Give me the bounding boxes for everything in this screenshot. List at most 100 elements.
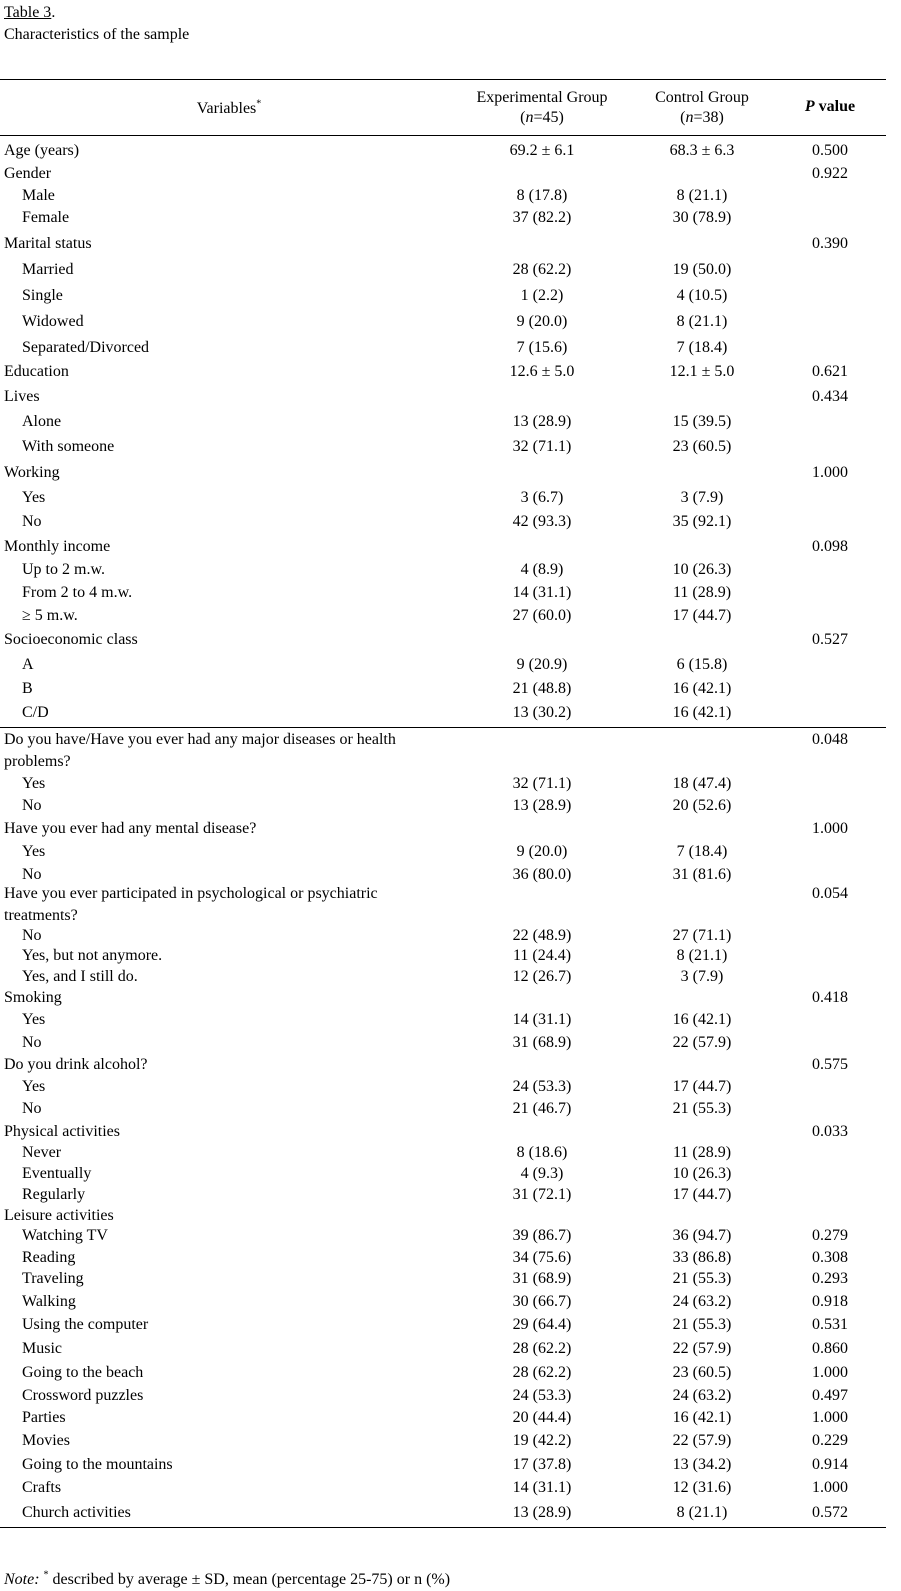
row-p-value: 1.000 [812, 1479, 848, 1496]
table-row: Eventually 4 (9.3) 10 (26.3) [0, 1163, 886, 1185]
table-row: With someone 32 (71.1) 23 (60.5) [0, 436, 886, 458]
table-label: Table 3. [4, 2, 189, 24]
row-control: 23 (60.5) [672, 438, 732, 455]
table-caption: Table 3. Characteristics of the sample [4, 2, 189, 46]
note-mark: * [43, 1569, 49, 1581]
row-p-value: 0.922 [812, 165, 848, 182]
row-experimental: 30 (66.7) [512, 1293, 572, 1310]
row-variable: ≥ 5 m.w. [22, 607, 78, 624]
row-experimental: 4 (9.3) [520, 1165, 564, 1182]
note-text: described by average ± SD, mean (percent… [48, 1571, 451, 1588]
row-control: 6 (15.8) [676, 656, 728, 673]
header-variables-mark: * [256, 98, 262, 110]
table-row: No 36 (80.0) 31 (81.6) [0, 864, 886, 886]
row-experimental: 14 (31.1) [512, 1011, 572, 1028]
row-p-value: 0.390 [812, 235, 848, 252]
table-row: Going to the beach 28 (62.2) 23 (60.5) 1.00… [0, 1362, 886, 1384]
table-row: Parties 20 (44.4) 16 (42.1) 1.000 [0, 1407, 886, 1429]
table-row: No 31 (68.9) 22 (57.9) [0, 1032, 886, 1054]
row-experimental: 9 (20.0) [516, 843, 568, 860]
row-variable: Using the computer [22, 1316, 149, 1333]
row-control: 8 (21.1) [676, 947, 728, 964]
row-variable: Smoking [4, 989, 62, 1006]
header-p-rest: value [814, 98, 856, 115]
table-row: Yes, but not anymore. 11 (24.4) 8 (21.1) [0, 945, 886, 967]
row-control: 21 (55.3) [672, 1316, 732, 1333]
row-control: 22 (57.9) [672, 1340, 732, 1357]
row-variable: Going to the mountains [22, 1456, 173, 1473]
table-row: Smoking 0.418 [0, 987, 886, 1009]
row-control: 13 (34.2) [672, 1456, 732, 1473]
row-control: 24 (63.2) [672, 1387, 732, 1404]
row-variable: B [22, 680, 33, 697]
row-variable: Widowed [22, 313, 84, 330]
table-row: Gender 0.922 [0, 163, 886, 185]
row-variable: Alone [22, 413, 62, 430]
table-row: Single 1 (2.2) 4 (10.5) [0, 285, 886, 307]
row-control: 10 (26.3) [672, 1165, 732, 1182]
row-variable: Regularly [22, 1186, 86, 1203]
header-variables-label: Variables [196, 100, 257, 117]
row-control: 4 (10.5) [676, 287, 728, 304]
row-p-value: 0.033 [812, 1123, 848, 1140]
header-experimental-n-value: =45) [533, 109, 564, 126]
note-label: Note: [4, 1571, 40, 1588]
table-row: B 21 (48.8) 16 (42.1) [0, 678, 886, 700]
table-row: Yes 3 (6.7) 3 (7.9) [0, 487, 886, 509]
table-row: Socioeconomic class 0.527 [0, 629, 886, 651]
row-p-value: 0.434 [812, 388, 848, 405]
row-experimental: 31 (68.9) [512, 1034, 572, 1051]
row-variable: Yes, but not anymore. [22, 947, 163, 964]
table-row: Reading 34 (75.6) 33 (86.8) 0.308 [0, 1247, 886, 1269]
row-control: 15 (39.5) [672, 413, 732, 430]
row-variable: Working [4, 464, 60, 481]
row-control: 21 (55.3) [672, 1270, 732, 1287]
row-control: 17 (44.7) [672, 1186, 732, 1203]
row-variable: Married [22, 261, 74, 278]
row-control: 31 (81.6) [672, 866, 732, 883]
row-experimental: 1 (2.2) [520, 287, 564, 304]
table-row: No 22 (48.9) 27 (71.1) [0, 925, 886, 947]
row-variable: Socioeconomic class [4, 631, 138, 648]
row-experimental: 3 (6.7) [520, 489, 564, 506]
row-control: 8 (21.1) [676, 1504, 728, 1521]
row-control: 22 (57.9) [672, 1432, 732, 1449]
row-control: 11 (28.9) [672, 584, 732, 601]
row-variable: Movies [22, 1432, 70, 1449]
row-p-value: 1.000 [812, 1409, 848, 1426]
row-experimental: 8 (17.8) [516, 187, 568, 204]
table-row: Traveling 31 (68.9) 21 (55.3) 0.293 [0, 1268, 886, 1290]
header-experimental: Experimental Group (n=45) [462, 88, 622, 128]
table-row: Male 8 (17.8) 8 (21.1) [0, 185, 886, 207]
table-row: Have you ever had any mental disease? 1.0… [0, 818, 886, 840]
row-variable: Do you drink alcohol? [4, 1056, 148, 1073]
row-control: 68.3 ± 6.3 [669, 142, 735, 159]
table-row: Movies 19 (42.2) 22 (57.9) 0.229 [0, 1430, 886, 1452]
row-experimental: 7 (15.6) [516, 339, 568, 356]
row-experimental: 17 (37.8) [512, 1456, 572, 1473]
row-experimental: 13 (28.9) [512, 797, 572, 814]
row-experimental: 21 (46.7) [512, 1100, 572, 1117]
table-row: ≥ 5 m.w. 27 (60.0) 17 (44.7) [0, 605, 886, 627]
table-row: Alone 13 (28.9) 15 (39.5) [0, 411, 886, 433]
header-control: Control Group (n=38) [622, 88, 782, 128]
row-p-value: 0.308 [812, 1249, 848, 1266]
row-experimental: 28 (62.2) [512, 1340, 572, 1357]
row-experimental: 13 (28.9) [512, 413, 572, 430]
row-experimental: 36 (80.0) [512, 866, 572, 883]
row-control: 17 (44.7) [672, 1078, 732, 1095]
table-row: Separated/Divorced 7 (15.6) 7 (18.4) [0, 337, 886, 359]
row-variable: Never [22, 1144, 62, 1161]
row-control: 24 (63.2) [672, 1293, 732, 1310]
row-control: 36 (94.7) [672, 1227, 732, 1244]
row-experimental: 14 (31.1) [512, 1479, 572, 1496]
row-variable: Have you ever participated in psychologi… [4, 885, 378, 924]
table-row: No 13 (28.9) 20 (52.6) [0, 795, 886, 817]
row-control: 17 (44.7) [672, 607, 732, 624]
table-row: Music 28 (62.2) 22 (57.9) 0.860 [0, 1338, 886, 1360]
row-control: 11 (28.9) [672, 1144, 732, 1161]
row-variable: Walking [22, 1293, 76, 1310]
row-control: 7 (18.4) [676, 843, 728, 860]
row-experimental: 28 (62.2) [512, 1364, 572, 1381]
row-p-value: 0.054 [812, 885, 848, 902]
